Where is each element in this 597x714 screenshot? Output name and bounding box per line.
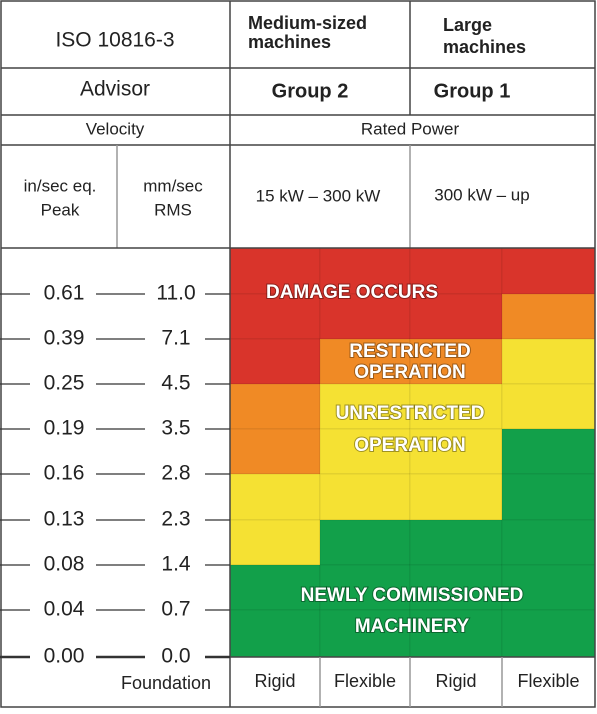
peak-value: 0.25 <box>44 372 85 395</box>
unit: Peak <box>41 200 80 219</box>
large-line: machines <box>443 37 526 57</box>
peak-value: 0.13 <box>44 508 85 531</box>
medium-line: machines <box>248 32 331 52</box>
zone-label: UNRESTRICTED <box>336 403 485 424</box>
zone-cell <box>409 564 503 611</box>
zone-cell <box>409 383 503 430</box>
zone-cell <box>229 609 321 658</box>
peak-value: 0.00 <box>44 645 85 668</box>
zone-label: MACHINERY <box>355 616 470 637</box>
foundation-type: Rigid <box>254 671 295 691</box>
zone-cell <box>409 519 503 566</box>
velocity: Velocity <box>86 119 145 138</box>
large-line: Large <box>443 15 492 35</box>
zone-cell <box>501 519 596 566</box>
zone-cell <box>409 473 503 521</box>
zone-cell <box>319 609 411 658</box>
power: 15 kW – 300 kW <box>256 186 381 205</box>
unit: RMS <box>154 200 192 219</box>
zone-cell <box>229 247 321 295</box>
zone-cell <box>319 519 411 566</box>
rms-value: 0.0 <box>161 645 190 668</box>
unit: in/sec eq. <box>24 176 97 195</box>
zone-cell <box>229 519 321 566</box>
subtitle: Advisor <box>80 78 150 101</box>
zone-cell <box>319 473 411 521</box>
foundation-type: Flexible <box>517 671 579 691</box>
zone-cell <box>319 338 411 385</box>
unit: mm/sec <box>143 176 203 195</box>
zone-cell <box>501 609 596 658</box>
rms-value: 11.0 <box>156 282 195 305</box>
rms-value: 2.8 <box>161 462 190 485</box>
peak-value: 0.04 <box>44 598 85 621</box>
zone-cell <box>501 293 596 340</box>
zone-cell <box>501 247 596 295</box>
zone-label: RESTRICTED <box>349 341 470 362</box>
zone-label: OPERATION <box>354 362 466 383</box>
zone-cell <box>501 338 596 385</box>
zone-cell <box>409 293 503 340</box>
rms-value: 3.5 <box>161 417 190 440</box>
rms-value: 0.7 <box>161 598 190 621</box>
zone-cell <box>229 293 321 340</box>
zone-cell <box>229 473 321 521</box>
zone-cell <box>409 609 503 658</box>
power: 300 kW – up <box>434 185 529 204</box>
group: Group 2 <box>272 80 349 102</box>
zone-cell <box>229 564 321 611</box>
foundation-type: Flexible <box>334 671 396 691</box>
rms-value: 7.1 <box>161 327 190 350</box>
medium-line: Medium-sized <box>248 13 367 33</box>
title: ISO 10816-3 <box>55 29 174 52</box>
zone-cell <box>319 428 411 475</box>
rated-power: Rated Power <box>361 119 460 138</box>
zone-label: DAMAGE OCCURS <box>266 282 438 303</box>
foundation-type: Rigid <box>435 671 476 691</box>
zone-cell <box>229 428 321 475</box>
peak-value: 0.39 <box>44 327 85 350</box>
zone-cell <box>501 428 596 475</box>
rms-value: 2.3 <box>161 508 190 531</box>
zone-cell <box>501 473 596 521</box>
rms-value: 1.4 <box>161 553 191 576</box>
rms-value: 4.5 <box>161 372 190 395</box>
zone-cell <box>501 383 596 430</box>
zone-label: OPERATION <box>354 435 466 456</box>
peak-value: 0.61 <box>44 282 85 305</box>
zone-cell <box>501 564 596 611</box>
zone-cell <box>229 383 321 430</box>
peak-value: 0.08 <box>44 553 85 576</box>
peak-value: 0.19 <box>44 417 85 440</box>
group: Group 1 <box>434 80 511 102</box>
zone-cell <box>229 338 321 385</box>
zone-label: NEWLY COMMISSIONED <box>301 585 524 606</box>
foundation: Foundation <box>121 673 211 693</box>
peak-value: 0.16 <box>44 462 85 485</box>
